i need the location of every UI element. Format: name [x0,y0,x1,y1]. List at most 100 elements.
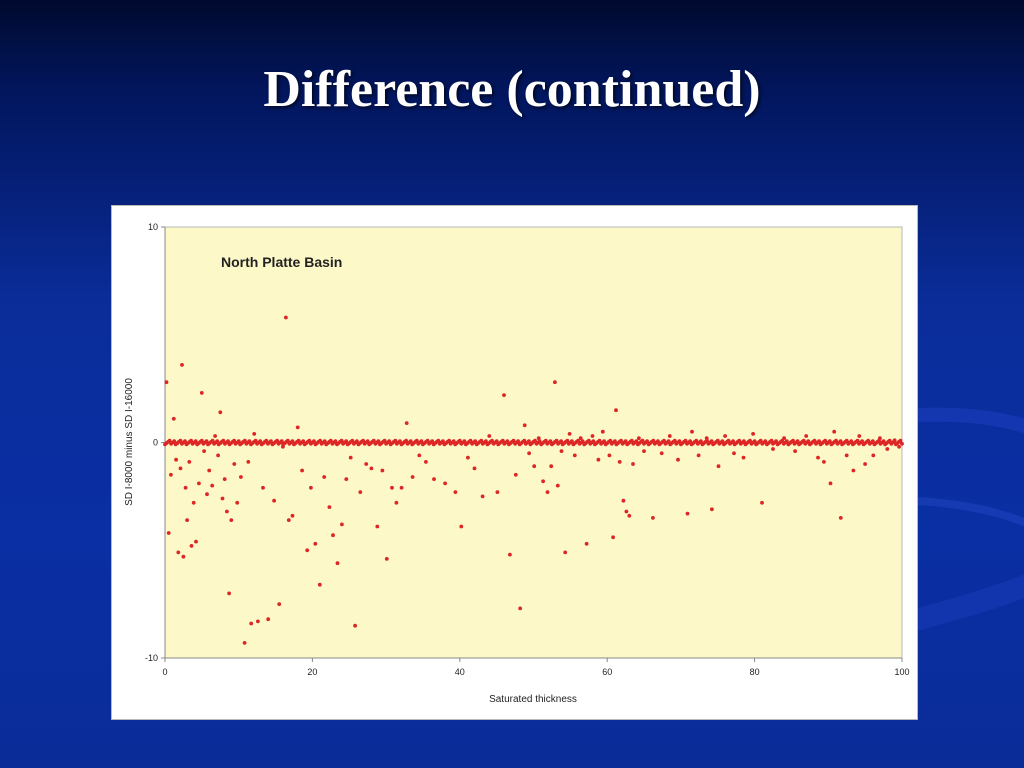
data-point [563,550,568,555]
data-point [600,429,605,434]
x-tick-label: 60 [602,667,612,677]
data-point [629,438,634,443]
data-point [827,439,832,444]
data-point [737,438,742,443]
data-point [586,438,591,443]
data-point [327,505,332,509]
data-point [174,457,178,462]
data-point [555,483,560,488]
chart-frame: North Platte Basin Saturated thickness S… [111,205,918,720]
data-point [742,439,746,444]
data-point [227,591,231,596]
data-point [578,436,583,441]
data-point [548,439,553,444]
data-point [662,438,666,443]
data-point [296,438,301,443]
data-point [279,439,284,444]
data-point [659,451,664,456]
data-point [513,472,518,477]
data-point [176,550,181,555]
data-point [473,439,478,444]
data-point [741,455,746,460]
data-point [726,438,731,443]
data-point [424,460,428,464]
data-point [832,429,837,434]
data-point [226,439,230,444]
data-point [183,485,188,490]
data-point [683,438,688,443]
data-point [210,483,215,488]
data-point [716,464,721,469]
data-point [264,438,269,443]
data-point [751,432,755,436]
data-point [590,434,595,438]
data-point [479,438,484,443]
data-point [806,439,811,444]
data-point [537,439,542,444]
data-point [559,449,564,453]
data-point [213,434,217,438]
data-point [384,557,389,561]
data-point [621,498,626,503]
data-point [305,548,310,553]
data-point [178,466,183,471]
data-point [817,439,821,444]
data-point [640,438,645,443]
data-point [242,641,247,645]
data-point [480,494,485,499]
data-point [608,438,613,443]
data-point [301,439,306,444]
data-point [505,439,510,444]
data-point [344,439,349,444]
data-point [782,436,786,441]
data-point [441,439,445,444]
data-point [390,485,394,490]
data-point [527,439,531,444]
data-point [284,315,288,320]
data-point [731,439,735,444]
data-point [511,438,516,443]
data-point [318,438,322,443]
data-point [634,439,639,444]
data-point [459,524,464,529]
x-tick-label: 80 [750,667,760,677]
data-point [253,438,258,443]
data-point [166,531,171,535]
data-point [466,455,470,460]
data-point [885,447,890,451]
data-point [199,438,204,443]
data-point [795,439,800,444]
data-point [331,533,335,538]
data-point [591,439,596,444]
data-point [752,439,757,444]
data-point [215,439,220,444]
data-point [549,464,554,469]
data-point [637,436,641,441]
data-point [844,453,849,458]
y-tick-label: 10 [148,222,158,232]
data-point [866,438,871,443]
data-point [171,416,176,421]
data-point [249,621,254,626]
data-point [399,485,404,490]
data-point [676,457,680,462]
data-point [763,439,768,444]
data-point [425,438,430,443]
data-point [453,490,458,494]
data-point [339,438,344,443]
data-point [855,438,860,443]
data-point [898,438,903,443]
data-point [651,438,656,443]
data-point [758,438,763,443]
data-points [163,315,904,645]
data-point [666,439,671,444]
data-point [822,460,826,464]
data-point [553,380,557,385]
data-point [672,438,677,443]
data-point [393,438,398,443]
data-point [554,438,559,443]
data-point [430,439,435,444]
data-point [199,391,204,395]
data-point [432,477,436,481]
data-point [447,438,451,443]
